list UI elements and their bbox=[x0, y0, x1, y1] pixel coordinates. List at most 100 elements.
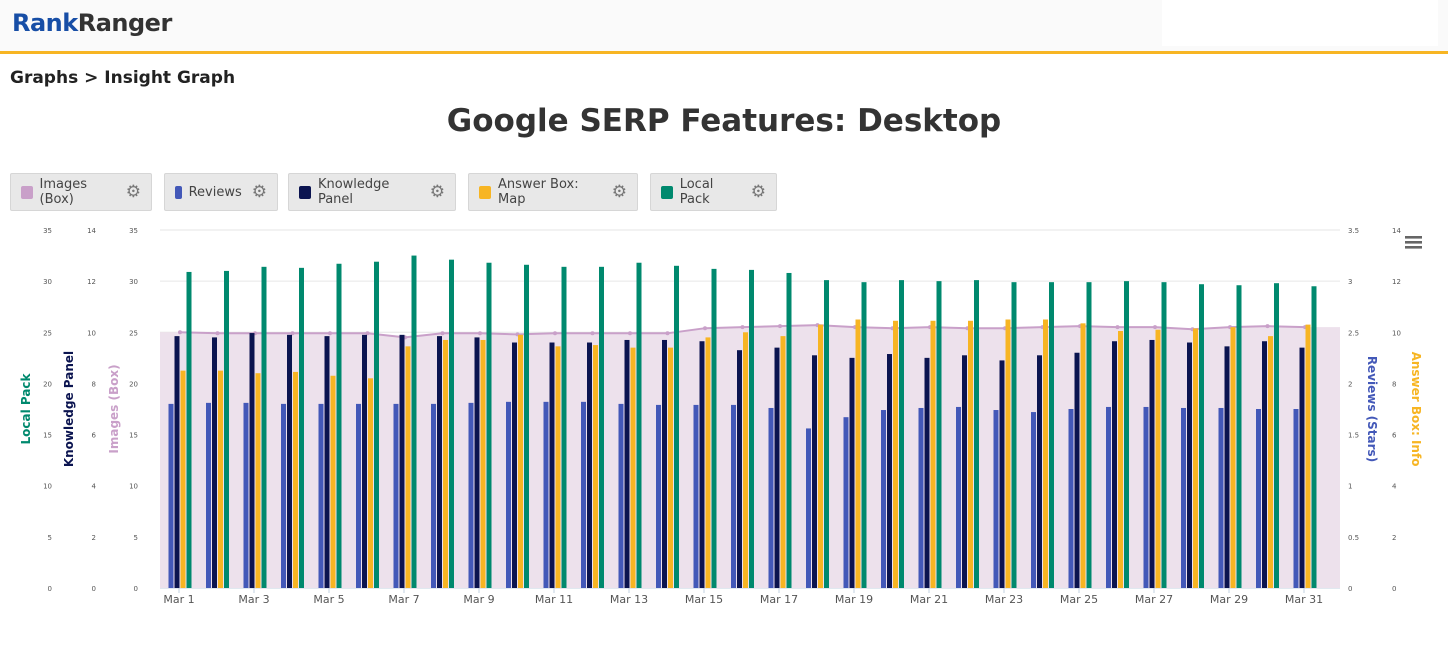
bar-knowledge-panel bbox=[249, 333, 255, 588]
header-right-panel bbox=[1162, 0, 1438, 46]
axis-title-knowledge_panel: Knowledge Panel bbox=[62, 351, 76, 467]
bar-local-pack bbox=[599, 266, 604, 588]
bar-reviews bbox=[1218, 407, 1224, 588]
y-tick-label-reviews: 3 bbox=[1348, 278, 1352, 286]
legend-swatch bbox=[479, 185, 492, 199]
y-tick-label-images: 25 bbox=[129, 329, 138, 337]
y-tick-label-reviews: 1 bbox=[1348, 483, 1352, 491]
legend-item-answer-box-map[interactable]: Answer Box: Map ⚙ bbox=[468, 173, 638, 211]
gear-icon[interactable]: ⚙ bbox=[750, 182, 766, 202]
bar-reviews bbox=[806, 428, 811, 588]
bar-answer-box-map bbox=[555, 346, 561, 588]
x-tick-label: Mar 27 bbox=[1135, 593, 1173, 606]
bar-answer-box-map bbox=[855, 319, 861, 588]
bar-knowledge-panel bbox=[774, 347, 780, 588]
y-tick-label-images: 5 bbox=[134, 534, 138, 542]
images-point bbox=[440, 331, 445, 336]
bar-local-pack bbox=[974, 280, 979, 588]
bar-local-pack bbox=[1311, 286, 1317, 588]
images-point bbox=[178, 330, 182, 335]
bar-knowledge-panel bbox=[362, 334, 367, 588]
gear-icon[interactable]: ⚙ bbox=[251, 182, 267, 202]
bar-knowledge-panel bbox=[287, 334, 292, 588]
y-tick-label-local_pack: 10 bbox=[43, 483, 52, 491]
bar-answer-box-map bbox=[1043, 319, 1048, 588]
bar-reviews bbox=[506, 401, 511, 588]
gear-icon[interactable]: ⚙ bbox=[125, 182, 141, 202]
bar-reviews bbox=[431, 403, 436, 588]
rankranger-logo[interactable]: RankRanger bbox=[12, 9, 172, 37]
bar-answer-box-map bbox=[1080, 323, 1086, 588]
bar-local-pack bbox=[524, 264, 529, 588]
images-point bbox=[478, 331, 482, 336]
y-tick-label-answer_box: 2 bbox=[1392, 534, 1396, 542]
bar-answer-box-map bbox=[630, 347, 636, 588]
bar-local-pack bbox=[374, 261, 379, 588]
images-point bbox=[703, 326, 707, 331]
bar-reviews bbox=[693, 404, 699, 588]
y-tick-label-answer_box: 0 bbox=[1392, 585, 1396, 593]
bar-reviews bbox=[1068, 409, 1074, 588]
legend-item-images-box[interactable]: Images (Box) ⚙ bbox=[10, 173, 152, 211]
legend-item-knowledge-panel[interactable]: Knowledge Panel ⚙ bbox=[288, 173, 456, 211]
axis-title-answer_box: Answer Box: Info bbox=[1409, 352, 1423, 467]
bar-knowledge-panel bbox=[1187, 342, 1192, 588]
logo-rank: Rank bbox=[12, 9, 78, 37]
x-tick-label: Mar 11 bbox=[535, 593, 573, 606]
gear-icon[interactable]: ⚙ bbox=[429, 182, 445, 202]
bar-reviews bbox=[356, 403, 361, 588]
bar-knowledge-panel bbox=[1224, 346, 1230, 588]
chart-title: Google SERP Features: Desktop bbox=[446, 103, 1002, 139]
images-point bbox=[1115, 325, 1120, 330]
bar-knowledge-panel bbox=[699, 341, 705, 588]
bar-answer-box-map bbox=[180, 370, 186, 588]
bar-local-pack bbox=[1274, 283, 1279, 588]
y-tick-label-answer_box: 8 bbox=[1392, 380, 1396, 388]
bar-answer-box-map bbox=[1193, 328, 1198, 588]
bar-answer-box-map bbox=[1155, 329, 1161, 588]
bar-knowledge-panel bbox=[399, 334, 405, 588]
bar-reviews bbox=[393, 403, 399, 588]
bar-reviews bbox=[1181, 407, 1186, 588]
y-tick-label-knowledge_panel: 10 bbox=[87, 329, 96, 337]
bar-answer-box-map bbox=[593, 345, 598, 588]
bar-answer-box-map bbox=[1268, 336, 1273, 588]
y-tick-label-knowledge_panel: 8 bbox=[92, 380, 96, 388]
axis-title-images: Images (Box) bbox=[107, 364, 121, 453]
bar-knowledge-panel bbox=[1262, 341, 1267, 588]
images-point bbox=[1153, 325, 1157, 330]
bar-local-pack bbox=[674, 265, 679, 588]
bar-local-pack bbox=[711, 268, 717, 588]
bar-answer-box-map bbox=[330, 375, 336, 588]
bar-local-pack bbox=[299, 267, 304, 588]
bar-reviews bbox=[468, 402, 474, 588]
y-tick-label-knowledge_panel: 2 bbox=[92, 534, 96, 542]
y-tick-label-local_pack: 25 bbox=[43, 329, 52, 337]
x-tick-label: Mar 9 bbox=[463, 593, 494, 606]
bar-answer-box-map bbox=[293, 371, 298, 588]
gear-icon[interactable]: ⚙ bbox=[611, 182, 627, 202]
legend-label: Local Pack bbox=[679, 177, 714, 207]
legend-label: Knowledge Panel bbox=[317, 177, 390, 207]
legend-item-local-pack[interactable]: Local Pack ⚙ bbox=[650, 173, 777, 211]
bar-knowledge-panel bbox=[1149, 339, 1155, 588]
legend-item-reviews[interactable]: Reviews ⚙ bbox=[164, 173, 278, 211]
bar-knowledge-panel bbox=[324, 336, 330, 588]
y-tick-label-images: 0 bbox=[134, 585, 138, 593]
bar-local-pack bbox=[1049, 282, 1054, 588]
bar-reviews bbox=[206, 402, 211, 588]
images-point bbox=[553, 331, 557, 336]
bar-knowledge-panel bbox=[1074, 352, 1080, 588]
y-tick-label-answer_box: 4 bbox=[1392, 483, 1397, 491]
y-tick-label-answer_box: 10 bbox=[1392, 329, 1401, 337]
bar-reviews bbox=[1031, 412, 1036, 588]
bar-answer-box-map bbox=[218, 370, 223, 588]
hamburger-menu-icon[interactable] bbox=[1405, 236, 1422, 249]
bar-reviews bbox=[768, 407, 774, 588]
bar-answer-box-map bbox=[930, 320, 936, 588]
y-tick-label-local_pack: 20 bbox=[43, 380, 52, 388]
bar-reviews bbox=[731, 404, 736, 588]
y-tick-label-answer_box: 12 bbox=[1392, 278, 1401, 286]
bar-local-pack bbox=[1124, 281, 1129, 588]
x-tick-label: Mar 5 bbox=[313, 593, 344, 606]
